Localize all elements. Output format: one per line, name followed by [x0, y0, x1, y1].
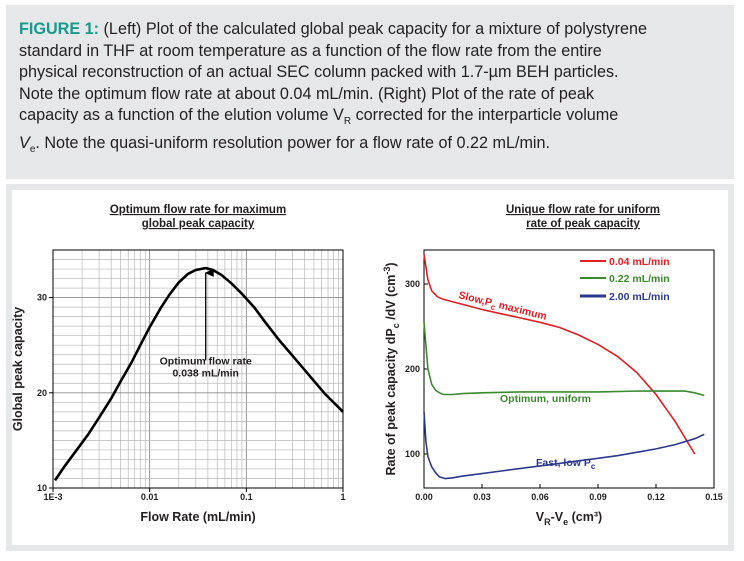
annotation-fast-text: Fast, low P [536, 457, 591, 469]
right-y-tick-label: 300 [405, 279, 420, 289]
right-title-line-1: Unique flow rate for uniform [506, 204, 660, 216]
right-xlabel-sub-e: e [563, 517, 568, 527]
right-y-tick-label: 100 [405, 449, 420, 459]
left-title-line-1: Optimum flow rate for maximum [110, 204, 286, 216]
right-y-axis-label: Rate of peak capacity dPc /dV (cm-3) [382, 262, 401, 475]
series-line-0-22 [423, 322, 705, 397]
left-x-tick-label: 0.01 [141, 492, 159, 502]
right-y-tick-label: 200 [405, 364, 420, 374]
left-ticks: 1E-3 0.01 0.1 1 10 20 30 [37, 293, 346, 502]
annotation-slow-sub: c [490, 302, 497, 312]
optimum-annotation-line-1: Optimum flow rate [160, 355, 252, 367]
figure-caption: FIGURE 1: (Left) Plot of the calculated … [19, 19, 731, 160]
caption-line-4: Note the optimum flow rate at about 0.04… [19, 84, 594, 103]
right-x-tick-label: 0.06 [531, 492, 549, 502]
right-ticks: 0.00 0.03 0.06 0.09 0.12 0.15 100 200 300 [405, 279, 723, 502]
annotation-slow-p: P [484, 296, 494, 309]
series-line-0-04 [423, 254, 696, 455]
caption-ve: V [19, 133, 30, 152]
caption-line-2: standard in THF at room temperature as a… [19, 41, 602, 60]
left-chart: 1E-3 0.01 0.1 1 10 20 30 Optimum flow rate for… [11, 204, 346, 524]
left-series-line [53, 266, 344, 482]
right-xlabel-v: V [536, 510, 545, 524]
right-ylabel-sub-c: c [391, 323, 401, 328]
left-x-tick-label: 0.1 [240, 492, 253, 502]
annotation-slow-tail: maximum [495, 299, 548, 323]
right-x-tick-label: 0.00 [415, 492, 433, 502]
left-y-axis-label: Global peak capacity [11, 307, 25, 431]
left-y-tick-label: 20 [37, 388, 47, 398]
right-plot-frame [423, 249, 715, 489]
caption-line-3: physical reconstruction of an actual SEC… [19, 63, 619, 81]
left-x-tick-label: 1 [340, 492, 345, 502]
optimum-annotation-line-2: 0.038 mL/min [172, 367, 239, 379]
right-x-tick-label: 0.12 [647, 492, 665, 502]
caption-line-1: (Left) Plot of the calculated global pea… [99, 20, 648, 38]
left-title-line-2: global peak capacity [142, 218, 255, 230]
left-x-tick-label: 1E-3 [43, 492, 62, 502]
right-title-line-2: rate of peak capacity [526, 218, 640, 230]
annotation-fast-sub: c [591, 462, 596, 471]
right-xlabel-sub-r: R [544, 517, 551, 527]
caption-line-5b: corrected for the interparticle volume [351, 106, 619, 124]
caption-line-6: . Note the quasi-uniform resolution powe… [35, 133, 551, 152]
right-legend: 0.04 mL/min 0.22 mL/min 2.00 mL/min [580, 256, 670, 303]
left-plot-frame [52, 249, 344, 489]
caption-sub-e: e [29, 143, 36, 155]
left-y-tick-label: 10 [37, 483, 47, 493]
right-xlabel-minus-v: -V [551, 510, 564, 524]
right-x-tick-label: 0.15 [705, 492, 723, 502]
figure-label: FIGURE 1: [19, 20, 100, 38]
legend-label-0-04: 0.04 mL/min [609, 256, 670, 268]
caption-line-5: capacity as a function of the elution vo… [19, 106, 344, 124]
right-x-tick-label: 0.09 [589, 492, 607, 502]
right-ylabel-main: Rate of peak capacity dP [384, 328, 398, 475]
annotation-optimum-uniform: Optimum, uniform [500, 393, 591, 405]
left-y-tick-label: 30 [37, 293, 47, 303]
right-ylabel-close: ) [384, 262, 398, 266]
right-chart: 0.00 0.03 0.06 0.09 0.12 0.15 100 200 300 Unique… [382, 204, 723, 527]
right-ylabel-sup: -3 [382, 267, 392, 275]
caption-box: FIGURE 1: (Left) Plot of the calculated … [6, 5, 734, 179]
right-xlabel-unit: (cm³) [568, 510, 602, 524]
right-x-tick-label: 0.03 [473, 492, 491, 502]
left-x-axis-label: Flow Rate (mL/min) [140, 510, 255, 524]
caption-sub-r: R [343, 116, 352, 128]
right-ylabel-dv: /dV (cm [384, 275, 398, 324]
legend-label-0-22: 0.22 mL/min [609, 273, 670, 285]
right-x-axis-label: VR-Ve (cm³) [536, 510, 602, 527]
series-line-2-00 [423, 411, 705, 480]
legend-label-2-00: 2.00 mL/min [609, 291, 670, 303]
annotation-fast-low-pc: Fast, low Pc [536, 457, 596, 471]
